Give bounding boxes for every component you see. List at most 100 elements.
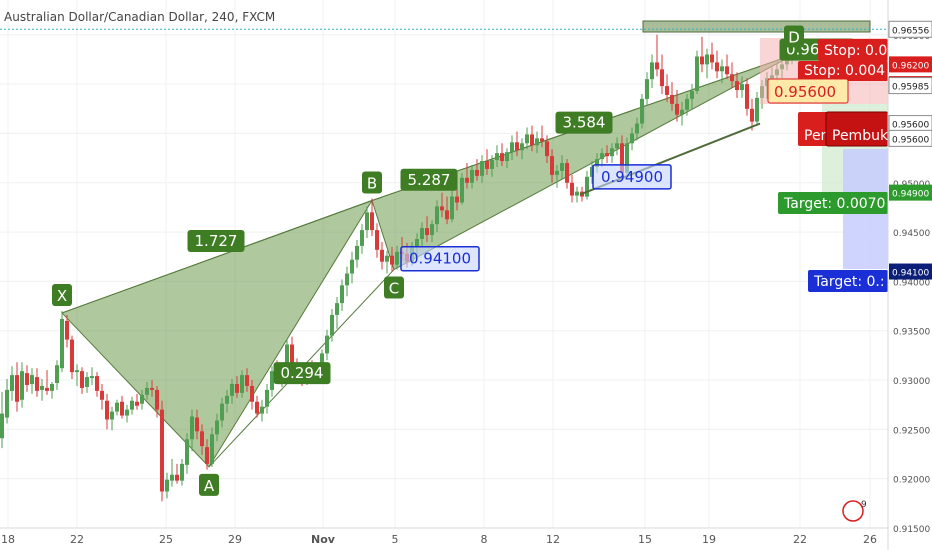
candle-body xyxy=(270,371,274,390)
candle-body xyxy=(225,395,229,404)
candle xyxy=(5,379,9,424)
candle xyxy=(590,161,594,184)
candle xyxy=(655,34,659,77)
price-tag-plain: 0.95600 xyxy=(888,129,932,147)
candle-body xyxy=(490,160,494,169)
candle-body xyxy=(435,206,439,225)
time-tick-label: 29 xyxy=(228,533,242,546)
candle xyxy=(730,62,734,89)
candle-body xyxy=(600,153,604,160)
candle xyxy=(125,404,129,423)
candle-body xyxy=(590,166,594,177)
ratio-label: 0.294 xyxy=(273,362,331,385)
candle-body xyxy=(385,255,389,262)
price-tick-label: 0.92000 xyxy=(893,476,930,486)
pembuka-label-1-box xyxy=(798,112,832,146)
candle-body xyxy=(325,335,329,354)
price-tag-text: 0.96200 xyxy=(892,61,929,71)
candle-body xyxy=(610,148,614,157)
price-tag-plain: 0.95985 xyxy=(888,77,932,95)
candle xyxy=(705,48,709,79)
candle-body xyxy=(205,447,209,464)
candle xyxy=(500,143,504,166)
candle xyxy=(110,406,114,431)
candle xyxy=(445,196,449,225)
candle-body xyxy=(475,169,479,176)
blue-level-box xyxy=(400,245,480,272)
candle xyxy=(565,159,569,189)
candle xyxy=(20,362,24,408)
candle-body xyxy=(170,474,174,481)
price-tick-label: 0.91500 xyxy=(893,525,930,535)
price-tag-red: 0.96200 xyxy=(889,56,932,73)
time-tick-label: 22 xyxy=(70,533,84,546)
candle xyxy=(370,198,374,237)
candle-body xyxy=(105,400,109,420)
candle xyxy=(635,117,639,141)
candle xyxy=(80,367,84,394)
candle xyxy=(465,163,469,189)
candle xyxy=(65,314,69,348)
candle-body xyxy=(525,134,529,144)
candle xyxy=(190,409,194,452)
candle xyxy=(25,365,29,392)
candle-body xyxy=(565,163,569,183)
candle xyxy=(330,309,334,342)
candle xyxy=(35,368,39,397)
candle xyxy=(530,125,534,152)
pembuka-label-1-text: Pen xyxy=(804,128,829,144)
candle-body xyxy=(470,169,474,183)
candle xyxy=(390,246,394,272)
candle-body xyxy=(690,91,694,99)
candle-body xyxy=(725,66,729,75)
candle xyxy=(45,370,49,395)
candle-body xyxy=(560,163,564,171)
ratio-text: 3.584 xyxy=(563,114,606,132)
candle-body xyxy=(140,394,144,404)
candle-body xyxy=(430,224,434,236)
target-label-2-text: Target: 0.: xyxy=(813,274,885,290)
ratio-label: 5.287 xyxy=(400,168,458,191)
candle xyxy=(100,383,104,410)
candle-body xyxy=(5,389,9,418)
entry-label: 0.95600 xyxy=(767,78,849,104)
price-tag-plain: 0.95600 xyxy=(888,115,932,133)
candle xyxy=(755,92,759,126)
candle xyxy=(165,472,169,499)
candle-body xyxy=(285,344,289,374)
candle-body xyxy=(150,387,154,390)
candle-body xyxy=(530,134,534,146)
candle-body xyxy=(260,406,264,414)
candle-body xyxy=(695,56,699,92)
candle xyxy=(435,200,439,233)
candle xyxy=(180,458,184,486)
candle xyxy=(210,427,214,467)
candle xyxy=(645,72,649,106)
candle xyxy=(195,409,199,440)
candle-body xyxy=(100,390,104,400)
price-tag-box xyxy=(889,263,932,280)
candle-body xyxy=(380,249,384,262)
price-axis: 0.965000.960000.955000.950000.945000.940… xyxy=(887,0,932,550)
candle xyxy=(615,137,619,156)
candle-body xyxy=(735,81,739,91)
time-tick-label: 22 xyxy=(793,533,807,546)
candle xyxy=(90,367,94,385)
candle xyxy=(735,72,739,98)
candle-body xyxy=(445,210,449,220)
price-tag-box xyxy=(889,56,932,73)
point-box xyxy=(784,25,804,48)
candle-body xyxy=(740,84,744,91)
ratio-box xyxy=(555,111,613,134)
point-text: B xyxy=(367,175,377,193)
candle xyxy=(745,78,749,116)
candle-body xyxy=(60,318,64,369)
candle-body xyxy=(730,74,734,82)
point-box xyxy=(52,283,72,306)
candle xyxy=(495,145,499,167)
candle-body xyxy=(535,138,539,146)
pattern-point-b: B xyxy=(362,171,382,194)
candle-body xyxy=(575,191,579,196)
